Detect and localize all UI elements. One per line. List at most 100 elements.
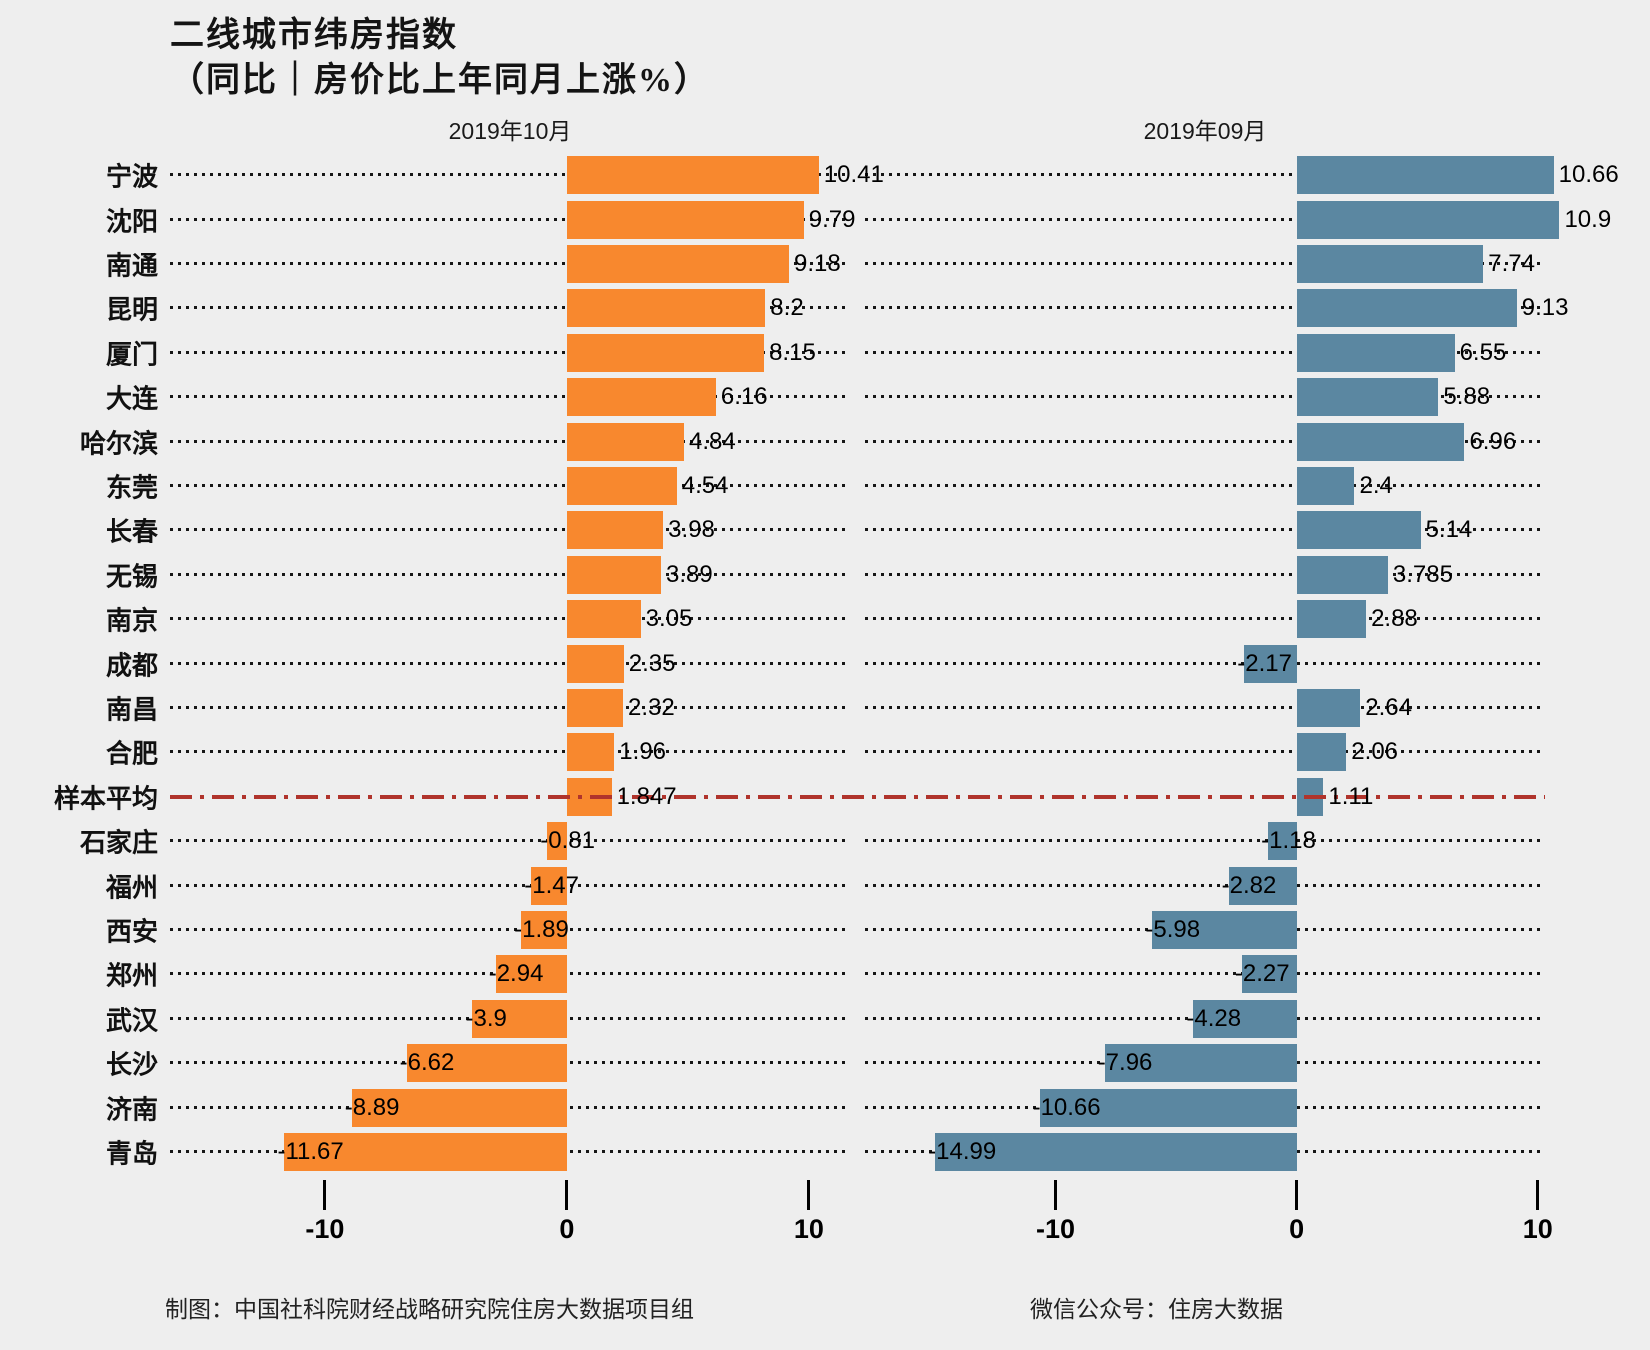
bar-september	[1296, 466, 1355, 505]
panel-september: 10.9	[865, 197, 1611, 241]
axis-tick-label: 0	[1289, 1214, 1305, 1245]
chart-row: 石家庄 -0.81 -1.18	[0, 819, 1650, 863]
bar-october	[566, 600, 641, 639]
value-label: 4.54	[681, 471, 729, 499]
bar-october	[566, 555, 661, 594]
bar-october	[531, 866, 567, 905]
axis-tick-mark	[1295, 1180, 1299, 1211]
bar-october	[351, 1088, 567, 1127]
panel-october: -3.9	[170, 997, 850, 1041]
chart-row: 沈阳 9.79 10.9	[0, 197, 1650, 241]
city-label: 南京	[105, 606, 158, 636]
bar-september	[1039, 1088, 1297, 1127]
city-label: 长沙	[105, 1050, 158, 1080]
axis-tick-mark	[807, 1180, 811, 1211]
chart-row: 厦门 8.15 6.55	[0, 331, 1650, 375]
value-label: 3.89	[666, 560, 713, 588]
leader-dotted-line	[170, 883, 850, 887]
bar-october	[521, 910, 567, 949]
bar-september	[1193, 999, 1297, 1038]
bar-october	[566, 644, 624, 683]
axis-tick-label: 10	[793, 1214, 824, 1245]
leader-dotted-line	[170, 483, 850, 487]
chart-row: 无锡 3.89 3.785	[0, 553, 1650, 597]
city-label: 长春	[105, 517, 158, 547]
panel-october: -11.67	[170, 1130, 850, 1174]
bar-september	[935, 1132, 1297, 1171]
city-label: 样本平均	[53, 784, 158, 814]
bar-september	[1296, 156, 1554, 195]
bar-september	[1268, 822, 1297, 861]
axis-tick-label: 10	[1522, 1214, 1553, 1245]
leader-dotted-line	[865, 483, 1545, 487]
chart-row: 昆明 8.2 9.13	[0, 286, 1650, 330]
value-label: 2.35	[628, 649, 676, 677]
value-label: -8.89	[344, 1093, 400, 1121]
bar-september	[1296, 511, 1421, 550]
panel-october: 1.96	[170, 730, 850, 774]
axis-tick-mark	[565, 1180, 569, 1211]
axis-tick-label: -10	[305, 1214, 345, 1245]
panel-september: 9.13	[865, 286, 1569, 330]
bar-october	[566, 378, 716, 417]
value-label: -14.99	[928, 1137, 997, 1165]
value-label: 1.11	[1328, 782, 1374, 810]
value-label: 6.16	[720, 383, 768, 411]
leader-dotted-line	[865, 883, 1545, 887]
chart-row: 福州 -1.47 -2.82	[0, 863, 1650, 907]
panel-october: 4.54	[170, 464, 850, 508]
value-label: -1.47	[524, 871, 579, 899]
value-label: 2.4	[1359, 471, 1393, 499]
value-label: 9.13	[1521, 294, 1569, 322]
value-label: 1.96	[619, 738, 667, 766]
panel-september: 7.74	[865, 242, 1545, 286]
value-label: 5.14	[1425, 516, 1473, 544]
bar-october	[566, 244, 789, 283]
leader-dotted-line	[170, 261, 850, 265]
value-label: 9.18	[794, 249, 841, 277]
value-label: 10.9	[1564, 205, 1612, 233]
chart-row: 武汉 -3.9 -4.28	[0, 997, 1650, 1041]
chart-row: 合肥 1.96 2.06	[0, 730, 1650, 774]
panel-september: -4.28	[865, 997, 1545, 1041]
value-label: 9.79	[808, 205, 856, 233]
bar-october	[566, 422, 684, 461]
value-label: 8.15	[769, 338, 816, 366]
chart-row: 青岛 -11.67 -14.99	[0, 1130, 1650, 1174]
leader-dotted-line	[865, 439, 1545, 443]
value-label: 3.05	[645, 605, 693, 633]
axis-tick-mark	[1053, 1180, 1057, 1211]
bar-september	[1296, 289, 1517, 328]
chart-row: 西安 -1.89 -5.98	[0, 908, 1650, 952]
panel-october: 9.18	[170, 242, 850, 286]
bar-october	[566, 289, 766, 328]
bar-october	[472, 999, 567, 1038]
panel-september: 2.64	[865, 686, 1545, 730]
leader-dotted-line	[865, 972, 1545, 976]
panel-september: -2.82	[865, 863, 1545, 907]
bar-september	[1296, 200, 1560, 239]
city-label: 济南	[105, 1095, 158, 1125]
panel-october: 2.32	[170, 686, 850, 730]
value-label: 6.96	[1469, 427, 1517, 455]
city-label: 厦门	[105, 340, 158, 370]
bar-october	[284, 1132, 567, 1171]
value-label: -0.81	[540, 827, 595, 855]
value-label: 3.98	[668, 516, 715, 544]
value-label: 2.64	[1365, 693, 1412, 721]
bar-october	[406, 1044, 567, 1083]
city-label: 西安	[105, 917, 158, 947]
bar-october	[566, 156, 819, 195]
bar-october	[495, 955, 567, 994]
panel-october: 3.98	[170, 508, 850, 552]
bar-september	[1228, 866, 1297, 905]
city-label: 大连	[105, 384, 158, 414]
city-label: 东莞	[105, 473, 158, 503]
value-label: -2.27	[1234, 960, 1290, 988]
panel-september: -7.96	[865, 1041, 1545, 1085]
chart-row: 长沙 -6.62 -7.96	[0, 1041, 1650, 1085]
axis-tick-mark	[1536, 1180, 1540, 1211]
panel-october: 2.35	[170, 641, 850, 685]
chart-title-line1: 二线城市纬房指数	[170, 17, 458, 54]
value-label: 7.74	[1488, 249, 1535, 277]
